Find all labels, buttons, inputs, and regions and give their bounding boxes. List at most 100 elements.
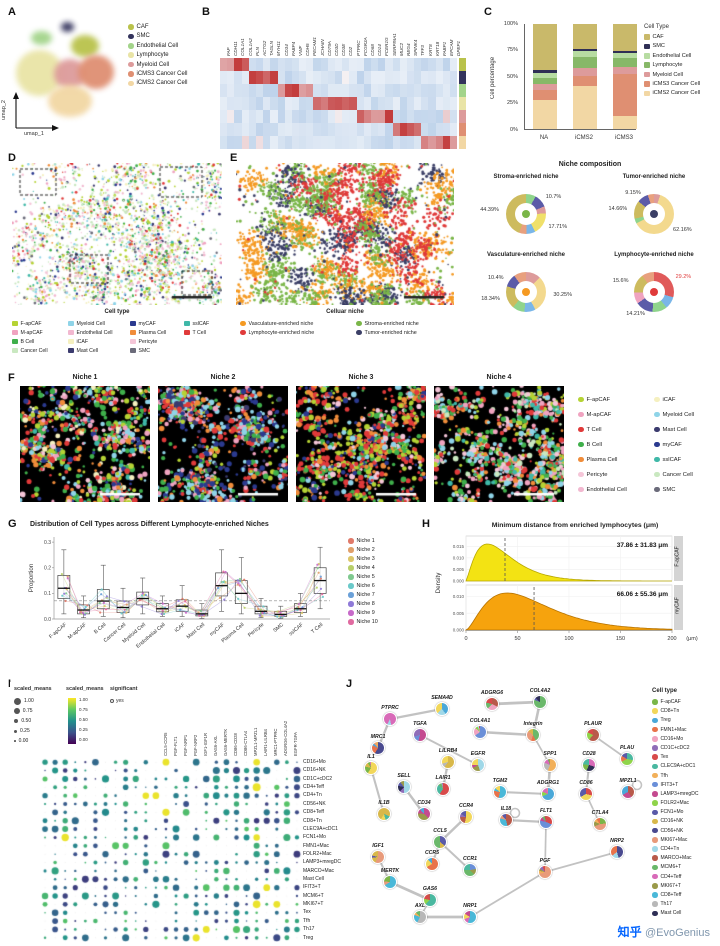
heatmap-cell: [406, 123, 415, 136]
heatmap-cell: [227, 84, 235, 97]
legend-item-t-cell: T Cell: [578, 422, 654, 437]
legend-label: FMN1+Mac: [660, 726, 687, 733]
heatmap-cell: [342, 123, 350, 136]
legend-label: sslCAF: [662, 456, 682, 463]
donut-pct-label: 14.66%: [608, 205, 628, 212]
heatmap-cell: [263, 58, 271, 71]
heatmap-cell: [299, 136, 307, 149]
heatmap-cell: [277, 136, 285, 149]
heatmap-cell: [234, 71, 242, 84]
heatmap-cell: [435, 58, 443, 71]
svg-text:Density: Density: [435, 572, 442, 594]
heatmap-cell: [220, 97, 228, 110]
heatmap-cell: [370, 58, 379, 71]
niche4-title: Niche 4: [486, 374, 512, 381]
gene-label-fcgr3a: FCGR3A: [362, 37, 368, 56]
legend-item-lymphocyte-enriched-niche: Lymphocyte-enriched niche: [240, 328, 356, 337]
legend-swatch: [652, 827, 658, 834]
legend-niche-cell-types: F-apCAF M-apCAF T Cell B Cell Plasma Cell Per…: [578, 392, 716, 497]
gene-label-krt18: KRT18: [434, 41, 440, 56]
legend-item-smc: SMC: [128, 33, 188, 39]
annotation-caf: [459, 58, 466, 71]
heatmap-cell: [406, 110, 415, 123]
heatmap-cell: [255, 71, 264, 84]
panel-d-label: D: [8, 152, 16, 164]
gene-label-cd14: CD14: [377, 44, 383, 56]
network-node-col4a2: [533, 695, 547, 709]
legend-label: CLEC9A+cDC1: [660, 763, 696, 770]
heatmap-cell: [356, 97, 364, 110]
legend-item-niche-3: Niche 3: [348, 556, 378, 562]
heatmap-cell: [335, 136, 343, 149]
heatmap-cell: [255, 123, 264, 136]
legend-label: iCAF: [76, 338, 89, 345]
svg-text:myCAF: myCAF: [675, 597, 681, 614]
dotplot-column-igf1-igf1r: IGF1-IGF1R: [203, 732, 208, 756]
legend-label: Endothelial Cell: [652, 52, 692, 59]
bar-na: [533, 24, 557, 129]
dotplot-column-egfr-tgfa: EGFR-TGFA: [293, 732, 298, 756]
legend-label: CD16+NK: [660, 818, 684, 825]
heatmap-cell: [234, 97, 242, 110]
heatmap-cell: [327, 84, 335, 97]
legend-item-endothelial-cell: Endothelial Cell: [644, 53, 700, 59]
heatmap-cell: [414, 84, 422, 97]
legend-label: B Cell: [20, 338, 35, 345]
heatmap-cell: [277, 84, 285, 97]
legend-swatch: [348, 592, 354, 598]
legend-item-mcm6-t: MCM6+T: [652, 864, 698, 870]
network-node-label-gas6: GAS6: [422, 886, 438, 892]
legend-label: Treg: [660, 717, 671, 724]
network-node-label-sema4d: SEMA4D: [431, 695, 453, 701]
legend-label: CD16+Mo: [660, 735, 684, 742]
network-node-label-ccr5: CCR5: [424, 850, 440, 856]
bar-segment-endothelial-cell: [533, 73, 557, 78]
network-node-cd86: [579, 787, 593, 801]
bar-segment-caf: [573, 24, 597, 50]
heatmap-cell: [248, 58, 256, 71]
spatial-celltype-image: [12, 163, 222, 305]
niche2-image: [158, 386, 288, 502]
heatmap-cell: [421, 110, 429, 123]
svg-text:0.2: 0.2: [44, 566, 51, 572]
legend-label: Niche 10: [356, 619, 378, 625]
donut-pct-label: 17.71%: [548, 223, 568, 230]
dotplot-row-ifit3-t: IFIT3+T: [303, 884, 321, 891]
bar-icms2: [573, 24, 597, 129]
dotplot-row-lamp3-mregdc: LAMP3+mregDC: [303, 859, 341, 866]
network-node-nrp1: [463, 910, 477, 924]
bar-segment-smc: [613, 51, 637, 54]
network-node-ctla4: [593, 817, 607, 831]
svg-text:150: 150: [616, 636, 625, 642]
svg-text:T Cell: T Cell: [310, 622, 324, 635]
heatmap-cell: [428, 123, 436, 136]
gene-label-fabp1: FABP1: [442, 41, 447, 56]
svg-text:iCAF: iCAF: [174, 622, 187, 634]
network-node-label-adgrg6: ADGRG6: [480, 690, 504, 696]
heatmap-cell: [370, 71, 379, 84]
svg-text:0.005: 0.005: [453, 567, 465, 572]
legend-label: iCMS2 Cancer Cell: [652, 90, 701, 97]
gene-label-jchain: JCHAIN: [319, 39, 325, 56]
heatmap-cell: [356, 58, 364, 71]
network-node-igf1: [371, 850, 385, 864]
heatmap-cell: [227, 97, 235, 110]
legend-swatch: [240, 329, 246, 336]
gene-label-cd68: CD68: [370, 44, 375, 56]
legend-label: B Cell: [586, 441, 602, 448]
gene-label-fap: FAP: [226, 47, 231, 56]
heatmap-cell: [284, 123, 292, 136]
network-node-gas6: [423, 893, 437, 907]
network-node-label-ctla4: CTLA4: [591, 810, 609, 816]
niche-composition-donuts: Stroma-enriched niche 10.7% 17.71% 44.39% Tu…: [462, 174, 718, 330]
svg-text:F-apCAF: F-apCAF: [48, 622, 68, 640]
heatmap-cell: [450, 97, 458, 110]
legend-swatch: [652, 883, 658, 889]
heatmap-cell: [385, 136, 393, 149]
legend-swatch: [654, 456, 660, 463]
gene-label-pecam1: PECAM1: [312, 37, 318, 56]
legend-swatch: [356, 320, 362, 327]
legend-label: myCAF: [662, 441, 682, 448]
heatmap-cell: [306, 84, 314, 97]
dotplot-row-mki67-t: MKI67+T: [303, 901, 324, 908]
